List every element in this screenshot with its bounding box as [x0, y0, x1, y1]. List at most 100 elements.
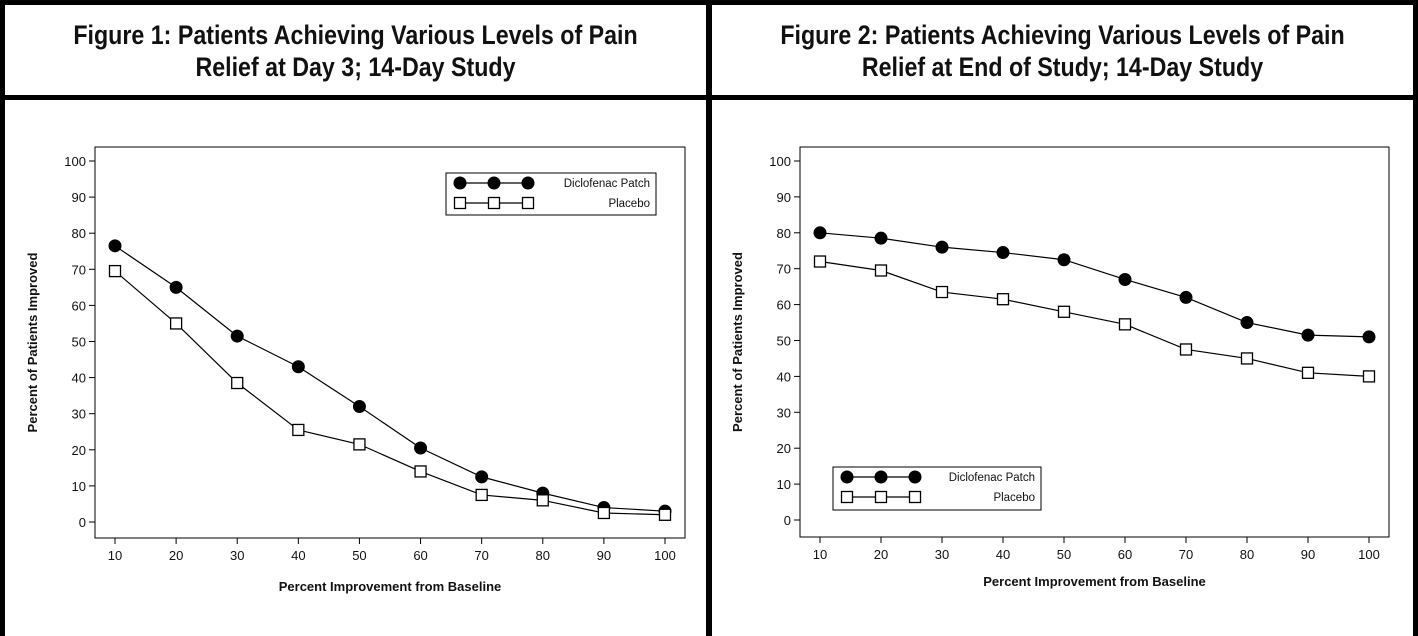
fig2-diclofenac-point [1179, 290, 1193, 304]
figure-1-title: Figure 1: Patients Achieving Various Lev… [54, 8, 657, 94]
figure-divider-horizontal [0, 95, 1418, 100]
figure-1-title-line1: Figure 1: Patients Achieving Various Lev… [73, 20, 638, 50]
fig1-diclofenac-point [475, 470, 489, 484]
fig2-y-tick-label: 0 [784, 513, 791, 528]
fig1-placebo-point [414, 465, 427, 478]
fig1-diclofenac-point [230, 329, 244, 343]
fig2-legend-placebo-marker [908, 490, 922, 504]
fig1-legend-diclofenac-label: Diclofenac Patch [564, 178, 650, 190]
fig1-placebo-point [597, 506, 611, 520]
fig1-legend-diclofenac-marker [453, 176, 467, 190]
fig1-x-tick-label: 100 [654, 548, 676, 563]
fig2-diclofenac-point [1301, 328, 1315, 342]
fig1-legend-box [445, 172, 657, 216]
figure-2-title-line2: Relief at End of Study; 14-Day Study [861, 52, 1264, 82]
fig2-legend-diclofenac-marker [874, 470, 888, 484]
fig1-placebo-point [658, 508, 672, 521]
fig1-legend-placebo-marker [453, 196, 467, 210]
fig2-legend-placebo-label: Placebo [993, 492, 1035, 504]
fig2-x-tick-label: 70 [1179, 547, 1193, 562]
fig2-placebo-point [1301, 366, 1315, 379]
fig2-diclofenac-point [1240, 316, 1254, 330]
fig1-y-tick-label: 70 [72, 262, 86, 277]
figure-2-chart: 0 10 20 30 40 50 60 70 80 90 100 10 20 30 40 50 60 70 80 90… [730, 146, 1390, 589]
figure-1-chart: 0 10 20 30 40 50 60 70 80 90 100 10 20 30 40 50 60 70 80 90… [25, 146, 686, 594]
fig1-y-tick-label: 50 [72, 335, 86, 350]
fig1-placebo-point [108, 264, 122, 278]
fig2-x-tick-label: 80 [1240, 547, 1254, 562]
fig2-y-tick-label: 70 [777, 262, 791, 277]
fig2-x-tick-label: 20 [874, 547, 888, 562]
fig1-placebo-line [114, 270, 666, 516]
fig1-x-tick-label: 60 [413, 548, 427, 563]
fig1-x-tick-label: 90 [597, 548, 611, 563]
fig2-x-tick-label: 50 [1057, 547, 1071, 562]
fig2-diclofenac-point [1118, 272, 1132, 286]
fig1-diclofenac-point [108, 239, 122, 253]
fig2-diclofenac-line [819, 232, 1370, 338]
fig2-diclofenac-point [935, 240, 949, 254]
fig2-x-tick-label: 40 [996, 547, 1010, 562]
fig2-legend-diclofenac-marker [908, 470, 922, 484]
fig2-y-tick-label: 10 [777, 477, 791, 492]
fig2-plot-frame [799, 146, 1390, 538]
fig2-placebo-line [819, 260, 1370, 377]
fig1-diclofenac-point [414, 441, 428, 455]
fig2-x-tick-label: 100 [1358, 547, 1380, 562]
fig1-y-tick-label: 60 [72, 298, 86, 313]
fig1-y-tick-label: 40 [72, 371, 86, 386]
fig2-placebo-point [874, 264, 888, 277]
fig2-placebo-point [1118, 318, 1132, 331]
fig2-x-tick-label: 90 [1301, 547, 1315, 562]
fig2-y-tick-label: 40 [777, 369, 791, 384]
fig2-y-tick-label: 100 [769, 154, 791, 169]
fig1-x-tick-label: 30 [230, 548, 244, 563]
figure-2-title-line1: Figure 2: Patients Achieving Various Lev… [780, 20, 1345, 50]
fig2-y-tick-label: 30 [777, 405, 791, 420]
fig2-placebo-point [996, 293, 1010, 306]
fig2-y-tick-label: 80 [777, 226, 791, 241]
fig2-legend-placebo-marker [874, 490, 888, 504]
fig1-x-tick-label: 40 [291, 548, 305, 563]
fig1-diclofenac-point [352, 399, 366, 413]
fig1-diclofenac-line [114, 245, 666, 512]
fig1-diclofenac-point [169, 280, 183, 294]
fig1-y-tick-label: 80 [72, 226, 86, 241]
fig1-placebo-point [353, 438, 366, 451]
fig1-y-axis-label: Percent of Patients Improved [25, 253, 40, 433]
fig1-plot-frame [94, 146, 686, 539]
fig2-placebo-point [1057, 305, 1071, 318]
fig2-y-tick-label: 50 [777, 334, 791, 349]
fig2-diclofenac-point [874, 231, 888, 245]
fig1-placebo-point [169, 317, 183, 330]
fig1-y-tick-label: 100 [64, 154, 86, 169]
fig2-diclofenac-point [996, 246, 1010, 260]
fig1-x-axis-label: Percent Improvement from Baseline [279, 579, 502, 594]
fig1-legend-placebo-marker [521, 196, 535, 210]
fig1-y-tick-label: 90 [72, 190, 86, 205]
fig1-x-tick-label: 50 [352, 548, 366, 563]
fig1-placebo-point [292, 423, 305, 437]
fig2-x-tick-label: 10 [813, 547, 827, 562]
fig2-x-tick-label: 60 [1118, 547, 1132, 562]
figure-divider-vertical [706, 0, 712, 636]
fig1-legend-placebo-marker [487, 196, 501, 210]
fig2-y-tick-label: 20 [777, 441, 791, 456]
fig2-legend-diclofenac-marker [840, 470, 854, 484]
fig1-x-tick-label: 20 [169, 548, 183, 563]
figure-1-title-line2: Relief at Day 3; 14-Day Study [195, 52, 516, 82]
fig2-y-tick-label: 60 [777, 298, 791, 313]
fig1-y-tick-label: 0 [79, 515, 86, 530]
fig1-legend-diclofenac-marker [521, 176, 535, 190]
fig2-placebo-point [1362, 370, 1376, 383]
fig2-legend-box [832, 466, 1042, 511]
fig2-diclofenac-point [1362, 330, 1376, 344]
fig2-placebo-point [1179, 343, 1193, 356]
fig1-x-tick-label: 70 [474, 548, 488, 563]
fig1-placebo-point [536, 494, 549, 507]
fig2-y-tick-label: 90 [777, 190, 791, 205]
fig2-legend-diclofenac-label: Diclofenac Patch [949, 472, 1035, 484]
fig2-placebo-point [1240, 352, 1254, 365]
fig1-x-tick-label: 10 [108, 548, 122, 563]
fig2-placebo-point [813, 255, 827, 268]
